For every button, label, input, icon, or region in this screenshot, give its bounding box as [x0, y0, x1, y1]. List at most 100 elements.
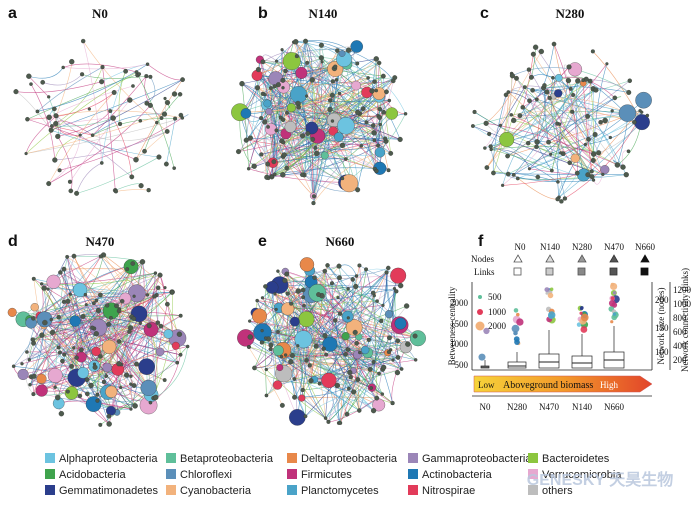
network-node	[106, 321, 112, 327]
network-node	[289, 409, 306, 426]
network-node	[77, 367, 89, 379]
network-node	[370, 123, 376, 128]
network-node	[164, 100, 171, 106]
network-node	[129, 407, 133, 411]
network-node	[589, 174, 595, 180]
boxplot-part	[538, 353, 560, 369]
network-node	[314, 150, 320, 157]
network-node	[71, 253, 77, 259]
boxplot-part	[544, 287, 550, 293]
network-node	[131, 84, 135, 88]
network-node	[281, 140, 286, 145]
network-node	[491, 170, 496, 176]
network-node	[123, 372, 130, 378]
network-n280	[470, 41, 652, 204]
network-node	[300, 387, 305, 393]
network-node	[153, 271, 158, 275]
network-edge	[484, 94, 507, 149]
col-header-1: N140	[540, 242, 560, 252]
network-node	[146, 188, 151, 193]
network-node	[391, 358, 395, 362]
network-node	[137, 72, 142, 76]
network-node	[522, 85, 527, 90]
network-node	[266, 176, 271, 181]
boxplot-part	[579, 306, 584, 311]
network-node	[58, 410, 65, 417]
network-edge	[531, 74, 571, 90]
panel-e-title: N660	[326, 234, 355, 249]
network-edge	[76, 156, 160, 194]
network-edge	[30, 322, 110, 425]
network-edge	[313, 95, 333, 196]
network-node	[369, 386, 374, 390]
network-node	[530, 51, 536, 57]
network-node	[386, 350, 391, 354]
network-node	[387, 98, 392, 103]
network-edge	[282, 87, 314, 197]
network-node	[570, 109, 575, 114]
network-node	[116, 339, 122, 344]
network-node	[558, 151, 563, 155]
network-node	[50, 124, 54, 128]
legend-label: Deltaproteobacteria	[301, 453, 398, 465]
network-node	[47, 368, 63, 383]
network-node	[614, 162, 621, 168]
network-edge	[536, 99, 589, 140]
network-node	[134, 361, 140, 367]
network-node	[248, 319, 252, 323]
network-node	[116, 308, 122, 314]
network-node	[377, 115, 382, 120]
network-node	[148, 400, 153, 405]
network-node	[289, 316, 300, 327]
boxplot-part	[549, 287, 554, 291]
network-node	[296, 104, 301, 110]
network-node	[83, 292, 88, 297]
network-node	[372, 79, 377, 84]
legend-swatch	[408, 453, 418, 463]
network-edge	[37, 63, 148, 112]
network-node	[379, 318, 384, 324]
network-node	[31, 392, 36, 397]
network-node	[281, 152, 287, 158]
network-node	[273, 292, 277, 296]
network-node	[98, 354, 103, 359]
network-edge	[142, 261, 150, 367]
legend-label: Planctomycetes	[301, 485, 379, 497]
network-node	[542, 83, 547, 88]
network-node	[163, 286, 167, 290]
network-node	[138, 358, 155, 375]
network-node	[91, 346, 101, 357]
network-node	[298, 311, 315, 328]
network-edge	[335, 320, 408, 345]
x-cat-1: N280	[507, 402, 527, 412]
x-cat-4: N660	[604, 402, 624, 412]
network-edge	[57, 274, 161, 398]
network-edge	[311, 62, 380, 129]
network-node	[645, 113, 650, 118]
network-node	[280, 172, 286, 178]
network-edge	[327, 265, 393, 404]
network-node	[239, 81, 245, 87]
network-node	[266, 125, 270, 129]
network-edge	[342, 77, 395, 146]
network-edge	[28, 67, 64, 79]
network-node	[546, 139, 551, 145]
network-node	[343, 351, 348, 357]
network-node	[381, 364, 387, 370]
network-node	[284, 165, 289, 171]
network-edge	[306, 264, 402, 370]
network-edge	[532, 86, 629, 93]
network-node	[171, 341, 180, 350]
network-edge	[592, 51, 643, 123]
network-node	[39, 282, 44, 286]
boxplot-part	[571, 355, 593, 369]
network-node	[322, 333, 328, 339]
network-node	[57, 350, 62, 355]
network-node	[350, 277, 355, 282]
network-node	[509, 73, 516, 79]
network-node	[472, 109, 477, 115]
network-node	[374, 168, 379, 174]
network-node	[596, 150, 602, 156]
network-node	[119, 385, 123, 390]
network-node	[509, 113, 514, 117]
